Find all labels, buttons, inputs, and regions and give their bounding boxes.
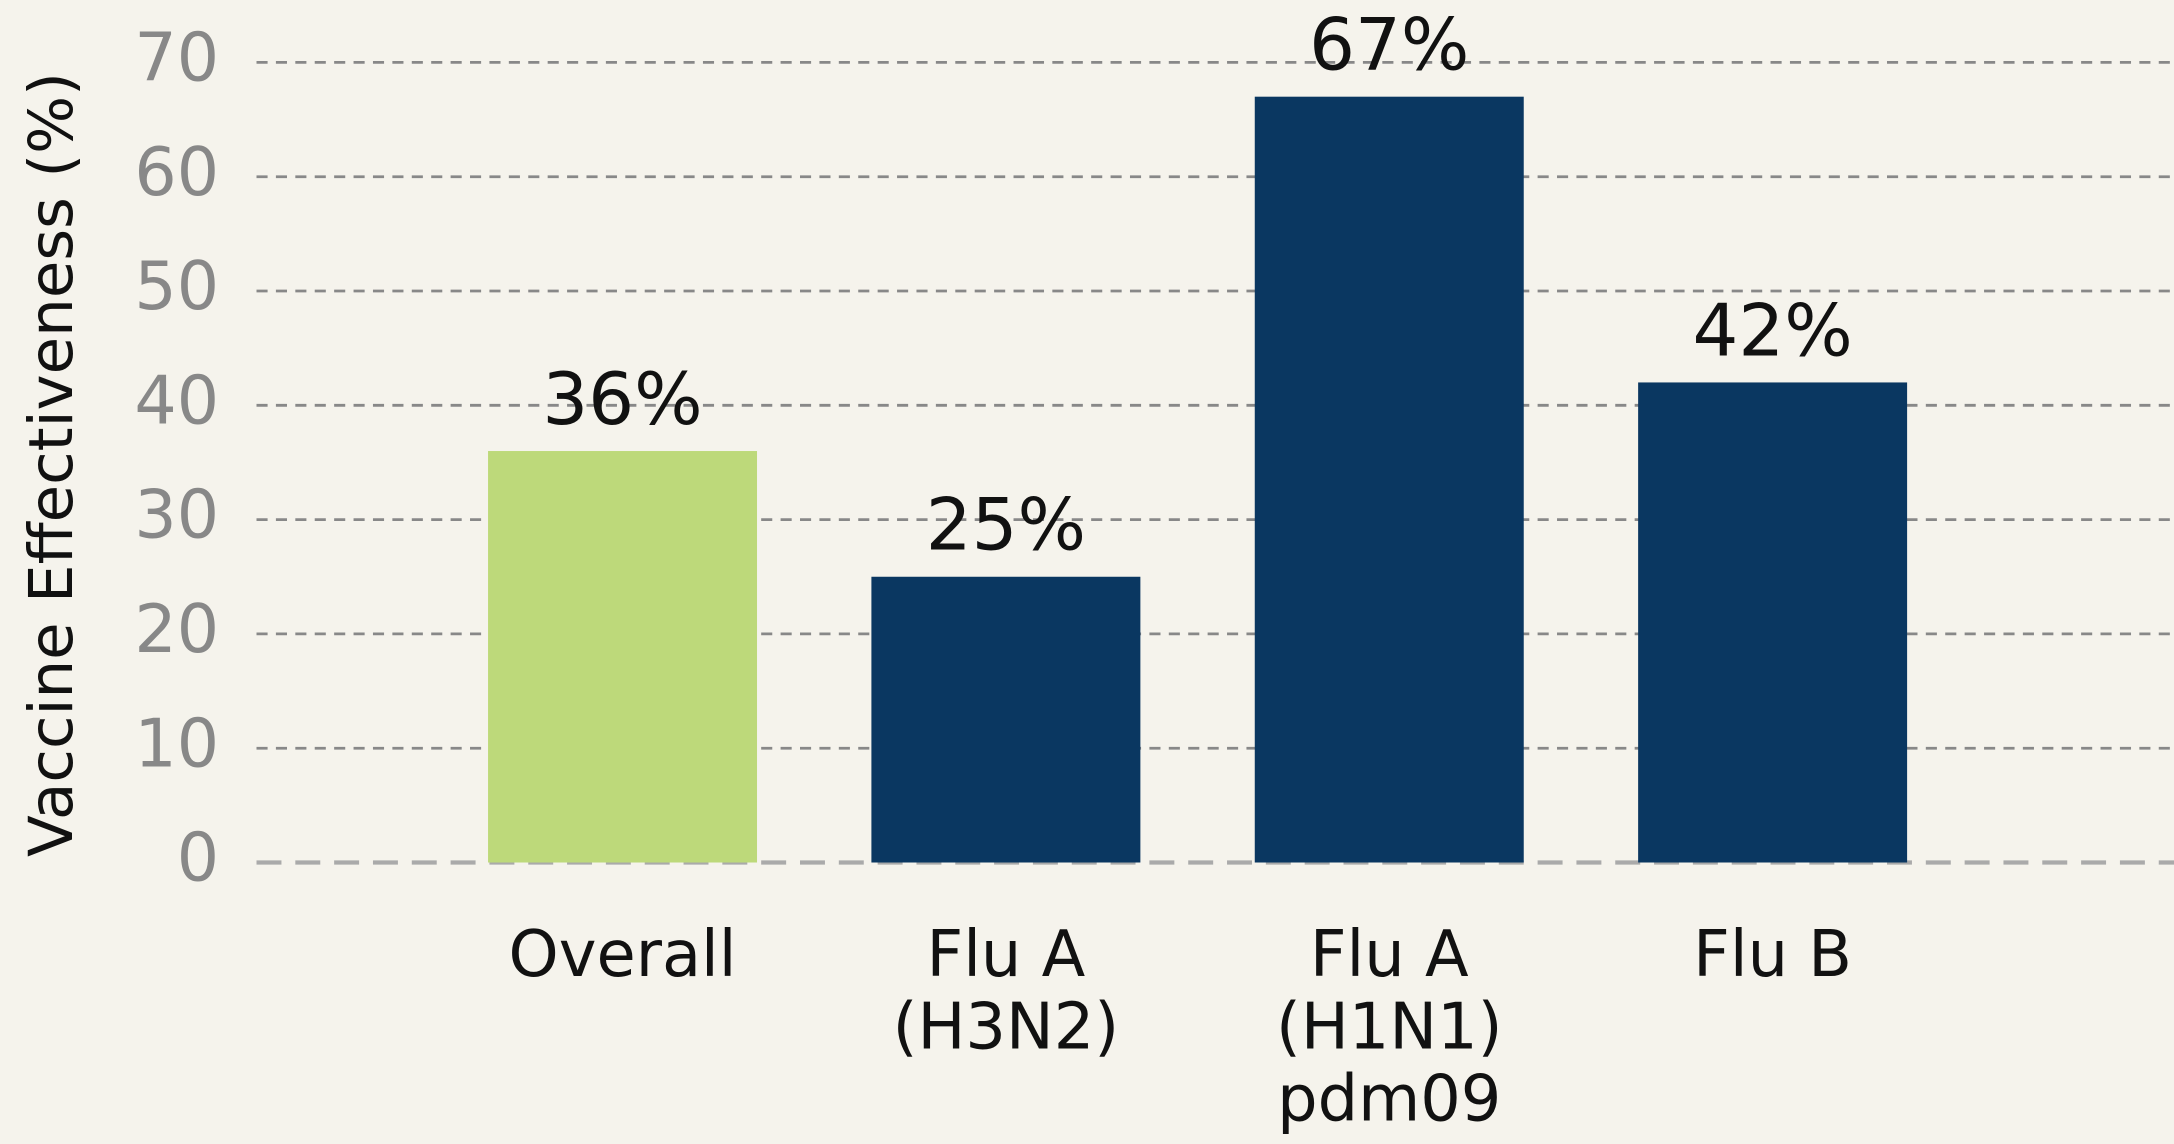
x-tick-label: Flu A (H1N1) pdm09 [1275,916,1503,1136]
y-tick-label: 70 [134,18,219,96]
y-tick-label: 40 [134,361,219,439]
y-axis-label: Vaccine Effectiveness (%) [16,72,87,857]
value-label: 36% [542,358,702,442]
y-tick-label: 50 [134,247,219,325]
value-label: 25% [926,484,1086,568]
y-tick-label: 30 [134,476,219,554]
y-tick-label: 20 [134,590,219,668]
y-tick-label: 60 [134,133,219,211]
value-label: 67% [1309,4,1469,88]
bar [871,576,1141,863]
x-tick-label: Flu B [1693,916,1853,992]
bar [1254,96,1524,863]
bar [488,451,758,863]
x-tick-label: Overall [508,916,737,992]
bar [1638,382,1908,863]
x-tick-label: Flu A (H3N2) [892,916,1120,1064]
y-tick-label: 10 [134,704,219,782]
value-label: 42% [1692,289,1852,373]
y-tick-label: 0 [177,819,219,897]
